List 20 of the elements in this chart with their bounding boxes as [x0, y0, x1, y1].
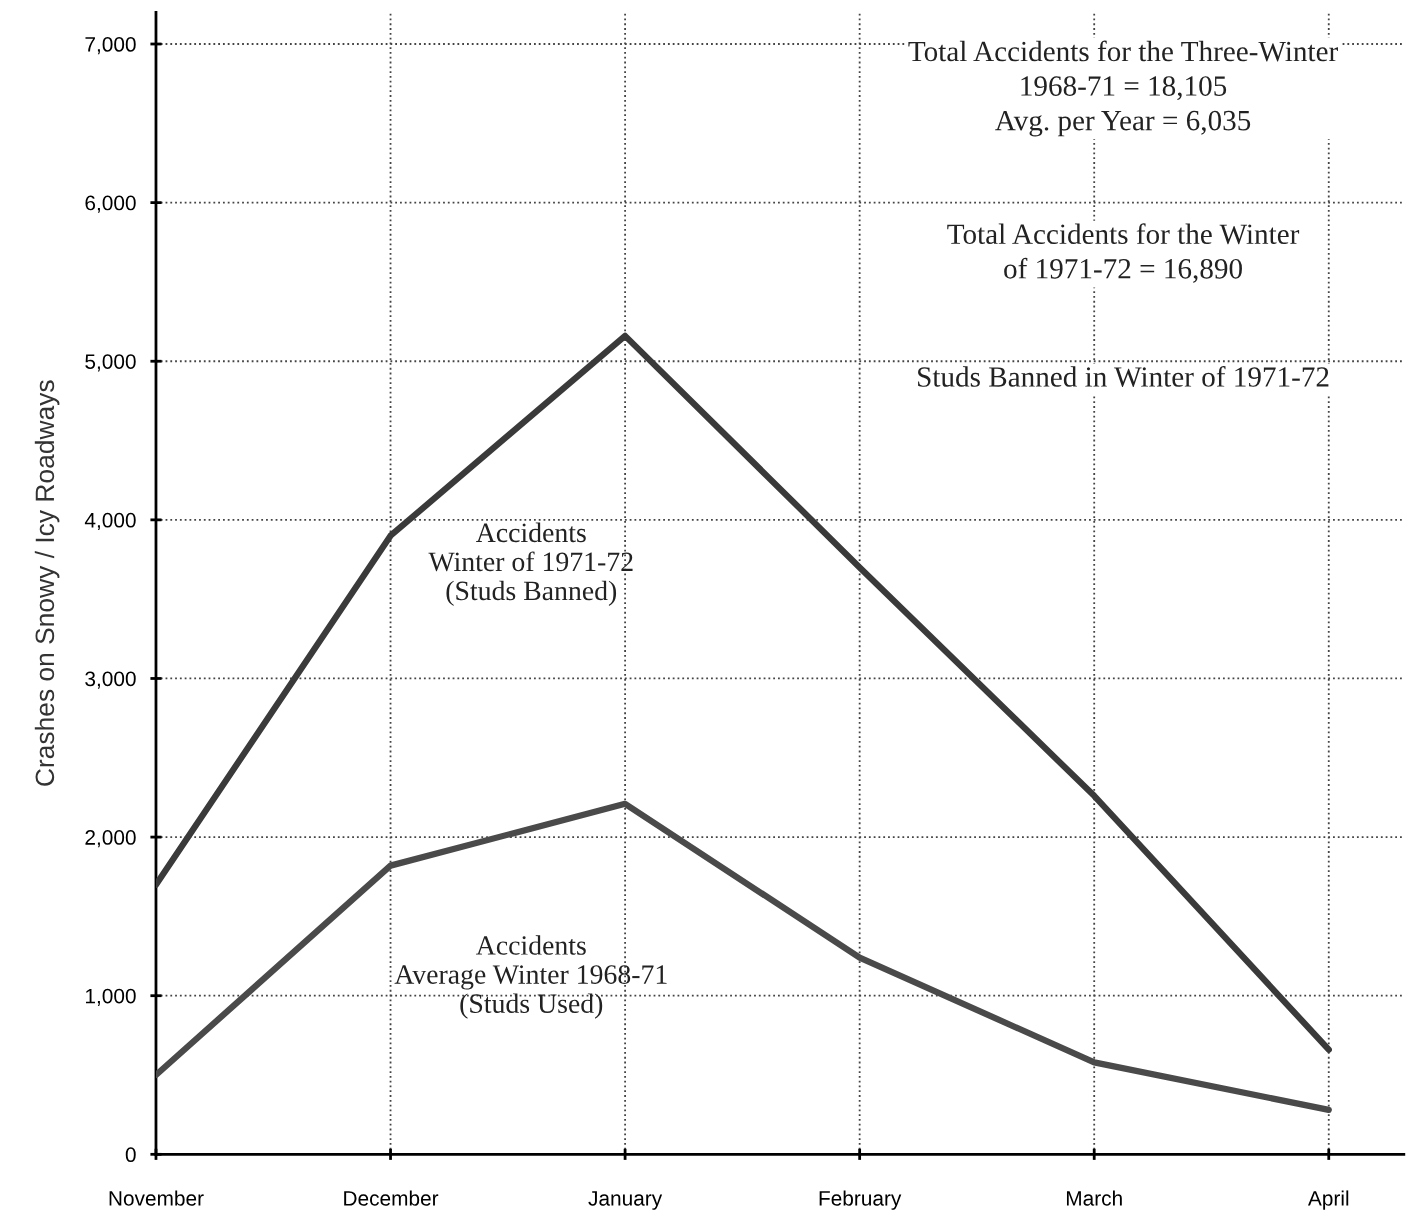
y-tick-label: 6,000 [85, 195, 136, 213]
x-tick-label: November [109, 1190, 204, 1206]
x-tick-label: March [1066, 1190, 1122, 1206]
y-tick-label: 2,000 [85, 830, 136, 848]
y-tick-label: 7,000 [85, 37, 136, 55]
annotation: Total Accidents for the Winter of 1971-72 = 16,890 [947, 223, 1300, 283]
x-tick-label: April [1307, 1190, 1349, 1210]
y-tick-label: 4,000 [84, 512, 136, 531]
annotation: Studs Banned in Winter of 1971-72 [918, 366, 1329, 387]
x-tick-label: December [344, 1190, 439, 1206]
series-label: Accidents Winter of 1971-72 (Studs Banned) [428, 522, 633, 606]
annotation: Total Accidents for the Three-Winter 1968-71 = 18,105 Avg. per Year = 6,035 [908, 40, 1338, 137]
x-tick-label: January [588, 1191, 663, 1210]
series-label: Accidents Average Winter 1968-71 (Studs Used) [394, 935, 667, 1019]
y-axis-title: Crashes on Snowy / Icy Roadways [34, 380, 60, 786]
y-tick-label: 1,000 [86, 988, 136, 1006]
y-tick-label: 3,000 [85, 671, 136, 689]
x-tick-label: February [819, 1190, 902, 1210]
y-tick-label: 5,000 [85, 354, 136, 372]
y-tick-label: 0 [125, 1147, 136, 1163]
